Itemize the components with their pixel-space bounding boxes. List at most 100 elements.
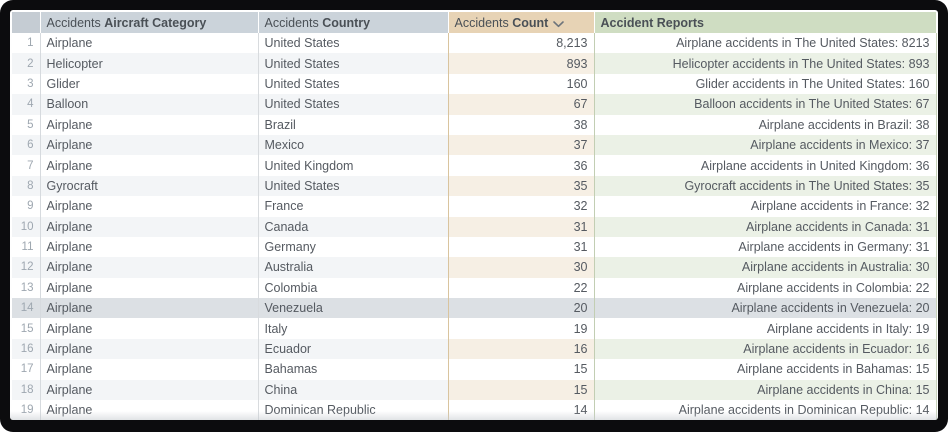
- cell-accident-report: Gyrocraft accidents in The United States…: [594, 175, 937, 197]
- cell-country: Ecuador: [258, 338, 449, 360]
- header-label: Accident Reports: [600, 15, 705, 30]
- table-row[interactable]: 6 Airplane Mexico 37 Airplane accidents …: [12, 134, 937, 156]
- cell-count: 67: [448, 94, 595, 115]
- table-row[interactable]: 17 Airplane Bahamas 15 Airplane accident…: [12, 359, 937, 380]
- cell-count: 19: [448, 318, 595, 339]
- cell-aircraft-category: Airplane: [40, 33, 259, 54]
- cell-country: Mexico: [258, 134, 449, 156]
- column-header-count-sorted[interactable]: Accidents Count: [448, 12, 595, 33]
- cell-country: Brazil: [258, 114, 449, 135]
- header-label: Country: [322, 15, 371, 30]
- cell-count: 31: [448, 236, 595, 258]
- cell-aircraft-category: Airplane: [40, 236, 259, 258]
- cell-count: 15: [448, 379, 595, 401]
- cell-aircraft-category: Airplane: [40, 359, 259, 380]
- cell-row-number: 7: [12, 155, 41, 176]
- table-row[interactable]: 15 Airplane Italy 19 Airplane accidents …: [12, 318, 937, 339]
- cell-accident-report: Helicopter accidents in The United State…: [594, 53, 937, 74]
- table-row[interactable]: 3 Glider United States 160 Glider accide…: [12, 73, 937, 95]
- table-row[interactable]: 5 Airplane Brazil 38 Airplane accidents …: [12, 114, 937, 135]
- cell-accident-report: Glider accidents in The United States: 1…: [594, 73, 937, 95]
- cell-country: Dominican Republic: [258, 400, 449, 420]
- cell-accident-report: Airplane accidents in United Kingdom: 36: [594, 155, 937, 176]
- cell-aircraft-category: Gyrocraft: [40, 175, 259, 197]
- cell-row-number: 19: [12, 400, 41, 420]
- cell-accident-report: Airplane accidents in Ecuador: 16: [594, 338, 937, 360]
- table-row[interactable]: 12 Airplane Australia 30 Airplane accide…: [12, 257, 937, 278]
- cell-count: 16: [448, 338, 595, 360]
- cell-accident-report: Balloon accidents in The United States: …: [594, 94, 937, 115]
- table-row[interactable]: 10 Airplane Canada 31 Airplane accidents…: [12, 216, 937, 237]
- column-header-accident-reports[interactable]: Accident Reports: [594, 12, 936, 33]
- cell-aircraft-category: Glider: [40, 73, 259, 95]
- cell-row-number: 18: [12, 379, 41, 401]
- cell-count: 31: [448, 216, 595, 237]
- cell-count: 32: [448, 196, 595, 217]
- column-header-country[interactable]: Accidents Country: [258, 12, 449, 33]
- table-row[interactable]: 2 Helicopter United States 893 Helicopte…: [12, 53, 937, 74]
- table-row[interactable]: 16 Airplane Ecuador 16 Airplane accident…: [12, 338, 937, 360]
- table-row[interactable]: 13 Airplane Colombia 22 Airplane acciden…: [12, 277, 937, 299]
- table-viewport: Accidents Aircraft Category Accidents Co…: [10, 10, 938, 420]
- cell-country: Venezuela: [258, 298, 449, 319]
- cell-row-number: 14: [12, 298, 41, 319]
- cell-aircraft-category: Airplane: [40, 134, 259, 156]
- cell-aircraft-category: Helicopter: [40, 53, 259, 74]
- table-row[interactable]: 7 Airplane United Kingdom 36 Airplane ac…: [12, 155, 937, 176]
- cell-country: China: [258, 379, 449, 401]
- cell-row-number: 17: [12, 359, 41, 380]
- cell-country: Colombia: [258, 277, 449, 299]
- cell-aircraft-category: Airplane: [40, 338, 259, 360]
- table-row[interactable]: 19 Airplane Dominican Republic 14 Airpla…: [12, 400, 937, 420]
- table-row[interactable]: 14 Airplane Venezuela 20 Airplane accide…: [12, 298, 937, 319]
- header-prefix: Accidents: [46, 15, 101, 30]
- table-row[interactable]: 11 Airplane Germany 31 Airplane accident…: [12, 236, 937, 258]
- cell-row-number: 1: [12, 33, 41, 54]
- cell-aircraft-category: Airplane: [40, 216, 259, 237]
- cell-count: 15: [448, 359, 595, 380]
- cell-row-number: 4: [12, 94, 41, 115]
- cell-accident-report: Airplane accidents in Germany: 31: [594, 236, 937, 258]
- cell-accident-report: Airplane accidents in Canada: 31: [594, 216, 937, 237]
- cell-count: 22: [448, 277, 595, 299]
- cell-accident-report: Airplane accidents in Mexico: 37: [594, 134, 937, 156]
- cell-country: Canada: [258, 216, 449, 237]
- cell-count: 160: [448, 73, 595, 95]
- cell-aircraft-category: Airplane: [40, 298, 259, 319]
- cell-count: 893: [448, 53, 595, 74]
- cell-accident-report: Airplane accidents in Italy: 19: [594, 318, 937, 339]
- column-header-aircraft-category[interactable]: Accidents Aircraft Category: [40, 12, 259, 33]
- cell-aircraft-category: Airplane: [40, 257, 259, 278]
- cell-accident-report: Airplane accidents in Australia: 30: [594, 257, 937, 278]
- table-body: 1 Airplane United States 8,213 Airplane …: [12, 33, 937, 420]
- cell-accident-report: Airplane accidents in Brazil: 38: [594, 114, 937, 135]
- cell-count: 35: [448, 175, 595, 197]
- accidents-table: Accidents Aircraft Category Accidents Co…: [12, 12, 937, 420]
- cell-accident-report: Airplane accidents in Colombia: 22: [594, 277, 937, 299]
- table-row[interactable]: 4 Balloon United States 67 Balloon accid…: [12, 94, 937, 115]
- table-row[interactable]: 8 Gyrocraft United States 35 Gyrocraft a…: [12, 175, 937, 197]
- cell-row-number: 8: [12, 175, 41, 197]
- cell-row-number: 15: [12, 318, 41, 339]
- cell-country: Germany: [258, 236, 449, 258]
- table-row[interactable]: 1 Airplane United States 8,213 Airplane …: [12, 33, 937, 54]
- cell-country: Australia: [258, 257, 449, 278]
- cell-aircraft-category: Airplane: [40, 400, 259, 420]
- cell-row-number: 11: [12, 236, 41, 258]
- cell-aircraft-category: Airplane: [40, 379, 259, 401]
- header-label: Count: [512, 15, 549, 30]
- cell-accident-report: Airplane accidents in The United States:…: [594, 33, 937, 54]
- table-row[interactable]: 18 Airplane China 15 Airplane accidents …: [12, 379, 937, 401]
- cell-row-number: 10: [12, 216, 41, 237]
- cell-count: 36: [448, 155, 595, 176]
- row-number-header: [12, 12, 41, 33]
- header-prefix: Accidents: [454, 15, 509, 30]
- header-label: Aircraft Category: [104, 15, 207, 30]
- cell-count: 20: [448, 298, 595, 319]
- cell-aircraft-category: Airplane: [40, 155, 259, 176]
- cell-country: United States: [258, 73, 449, 95]
- cell-accident-report: Airplane accidents in Dominican Republic…: [594, 400, 937, 420]
- cell-row-number: 16: [12, 338, 41, 360]
- table-row[interactable]: 9 Airplane France 32 Airplane accidents …: [12, 196, 937, 217]
